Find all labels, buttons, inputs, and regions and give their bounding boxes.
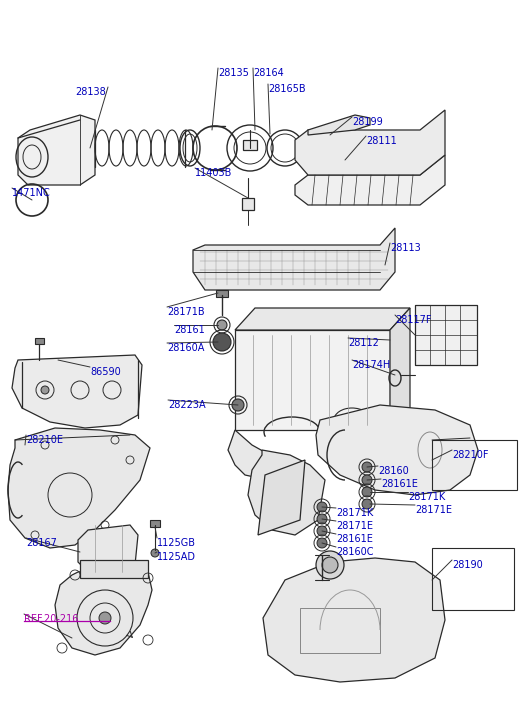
Text: 28138: 28138 [75, 87, 106, 97]
Circle shape [316, 551, 344, 579]
Circle shape [317, 526, 327, 536]
Text: 28174H: 28174H [352, 360, 390, 370]
Bar [415, 305, 477, 365]
Polygon shape [316, 405, 478, 495]
Circle shape [317, 514, 327, 524]
Text: 28160A: 28160A [167, 343, 204, 353]
Text: 28171E: 28171E [415, 505, 452, 515]
Polygon shape [8, 428, 150, 548]
Text: 28161E: 28161E [336, 534, 373, 544]
Bar [35, 338, 44, 344]
Bar [300, 608, 380, 653]
Polygon shape [308, 115, 370, 135]
Polygon shape [235, 330, 390, 430]
Text: 28112: 28112 [348, 338, 379, 348]
Text: 1471NC: 1471NC [12, 188, 51, 198]
Text: 28161: 28161 [174, 325, 205, 335]
Circle shape [217, 320, 227, 330]
Text: 28171E: 28171E [336, 521, 373, 531]
Polygon shape [235, 308, 410, 330]
Text: 28167: 28167 [26, 538, 57, 548]
Polygon shape [18, 115, 95, 185]
Text: 28171K: 28171K [408, 492, 445, 502]
Bar [432, 548, 514, 610]
Text: 1125GB: 1125GB [157, 538, 196, 548]
Polygon shape [263, 558, 445, 682]
Text: 28160: 28160 [378, 466, 409, 476]
Circle shape [232, 399, 244, 411]
Text: 28223A: 28223A [168, 400, 206, 410]
Circle shape [213, 333, 231, 351]
Bar [432, 440, 517, 490]
Text: 28160C: 28160C [336, 547, 373, 557]
Polygon shape [390, 308, 410, 430]
Bar [216, 290, 228, 297]
Circle shape [99, 612, 111, 624]
Text: REF.20-216: REF.20-216 [24, 614, 78, 624]
Circle shape [362, 475, 372, 485]
Text: 28135: 28135 [218, 68, 249, 78]
Text: 28210F: 28210F [452, 450, 488, 460]
Polygon shape [78, 525, 138, 572]
Circle shape [317, 538, 327, 548]
Circle shape [41, 386, 49, 394]
Circle shape [362, 499, 372, 509]
Text: 28164: 28164 [253, 68, 284, 78]
Text: 28111: 28111 [366, 136, 397, 146]
Text: 1125AD: 1125AD [157, 552, 196, 562]
Text: 11403B: 11403B [195, 168, 232, 178]
Circle shape [151, 549, 159, 557]
Text: 86590: 86590 [90, 367, 121, 377]
Bar [80, 560, 148, 578]
Polygon shape [12, 355, 142, 428]
Circle shape [362, 462, 372, 472]
Polygon shape [295, 110, 445, 175]
Circle shape [362, 487, 372, 497]
Polygon shape [248, 450, 325, 535]
Polygon shape [242, 198, 254, 210]
Polygon shape [55, 565, 152, 655]
Text: 28113: 28113 [390, 243, 421, 253]
Text: 28210E: 28210E [26, 435, 63, 445]
Circle shape [322, 557, 338, 573]
Text: 28199: 28199 [352, 117, 383, 127]
Text: 28171K: 28171K [336, 508, 373, 518]
Text: 28165B: 28165B [268, 84, 305, 94]
Bar [243, 140, 257, 150]
Polygon shape [258, 460, 305, 535]
Polygon shape [193, 228, 395, 290]
Text: 28190: 28190 [452, 560, 483, 570]
Text: 28161E: 28161E [381, 479, 418, 489]
Text: 28171B: 28171B [167, 307, 205, 317]
Polygon shape [295, 155, 445, 205]
Bar [150, 520, 160, 527]
Circle shape [317, 502, 327, 512]
Text: 28117F: 28117F [395, 315, 431, 325]
Polygon shape [228, 430, 280, 480]
